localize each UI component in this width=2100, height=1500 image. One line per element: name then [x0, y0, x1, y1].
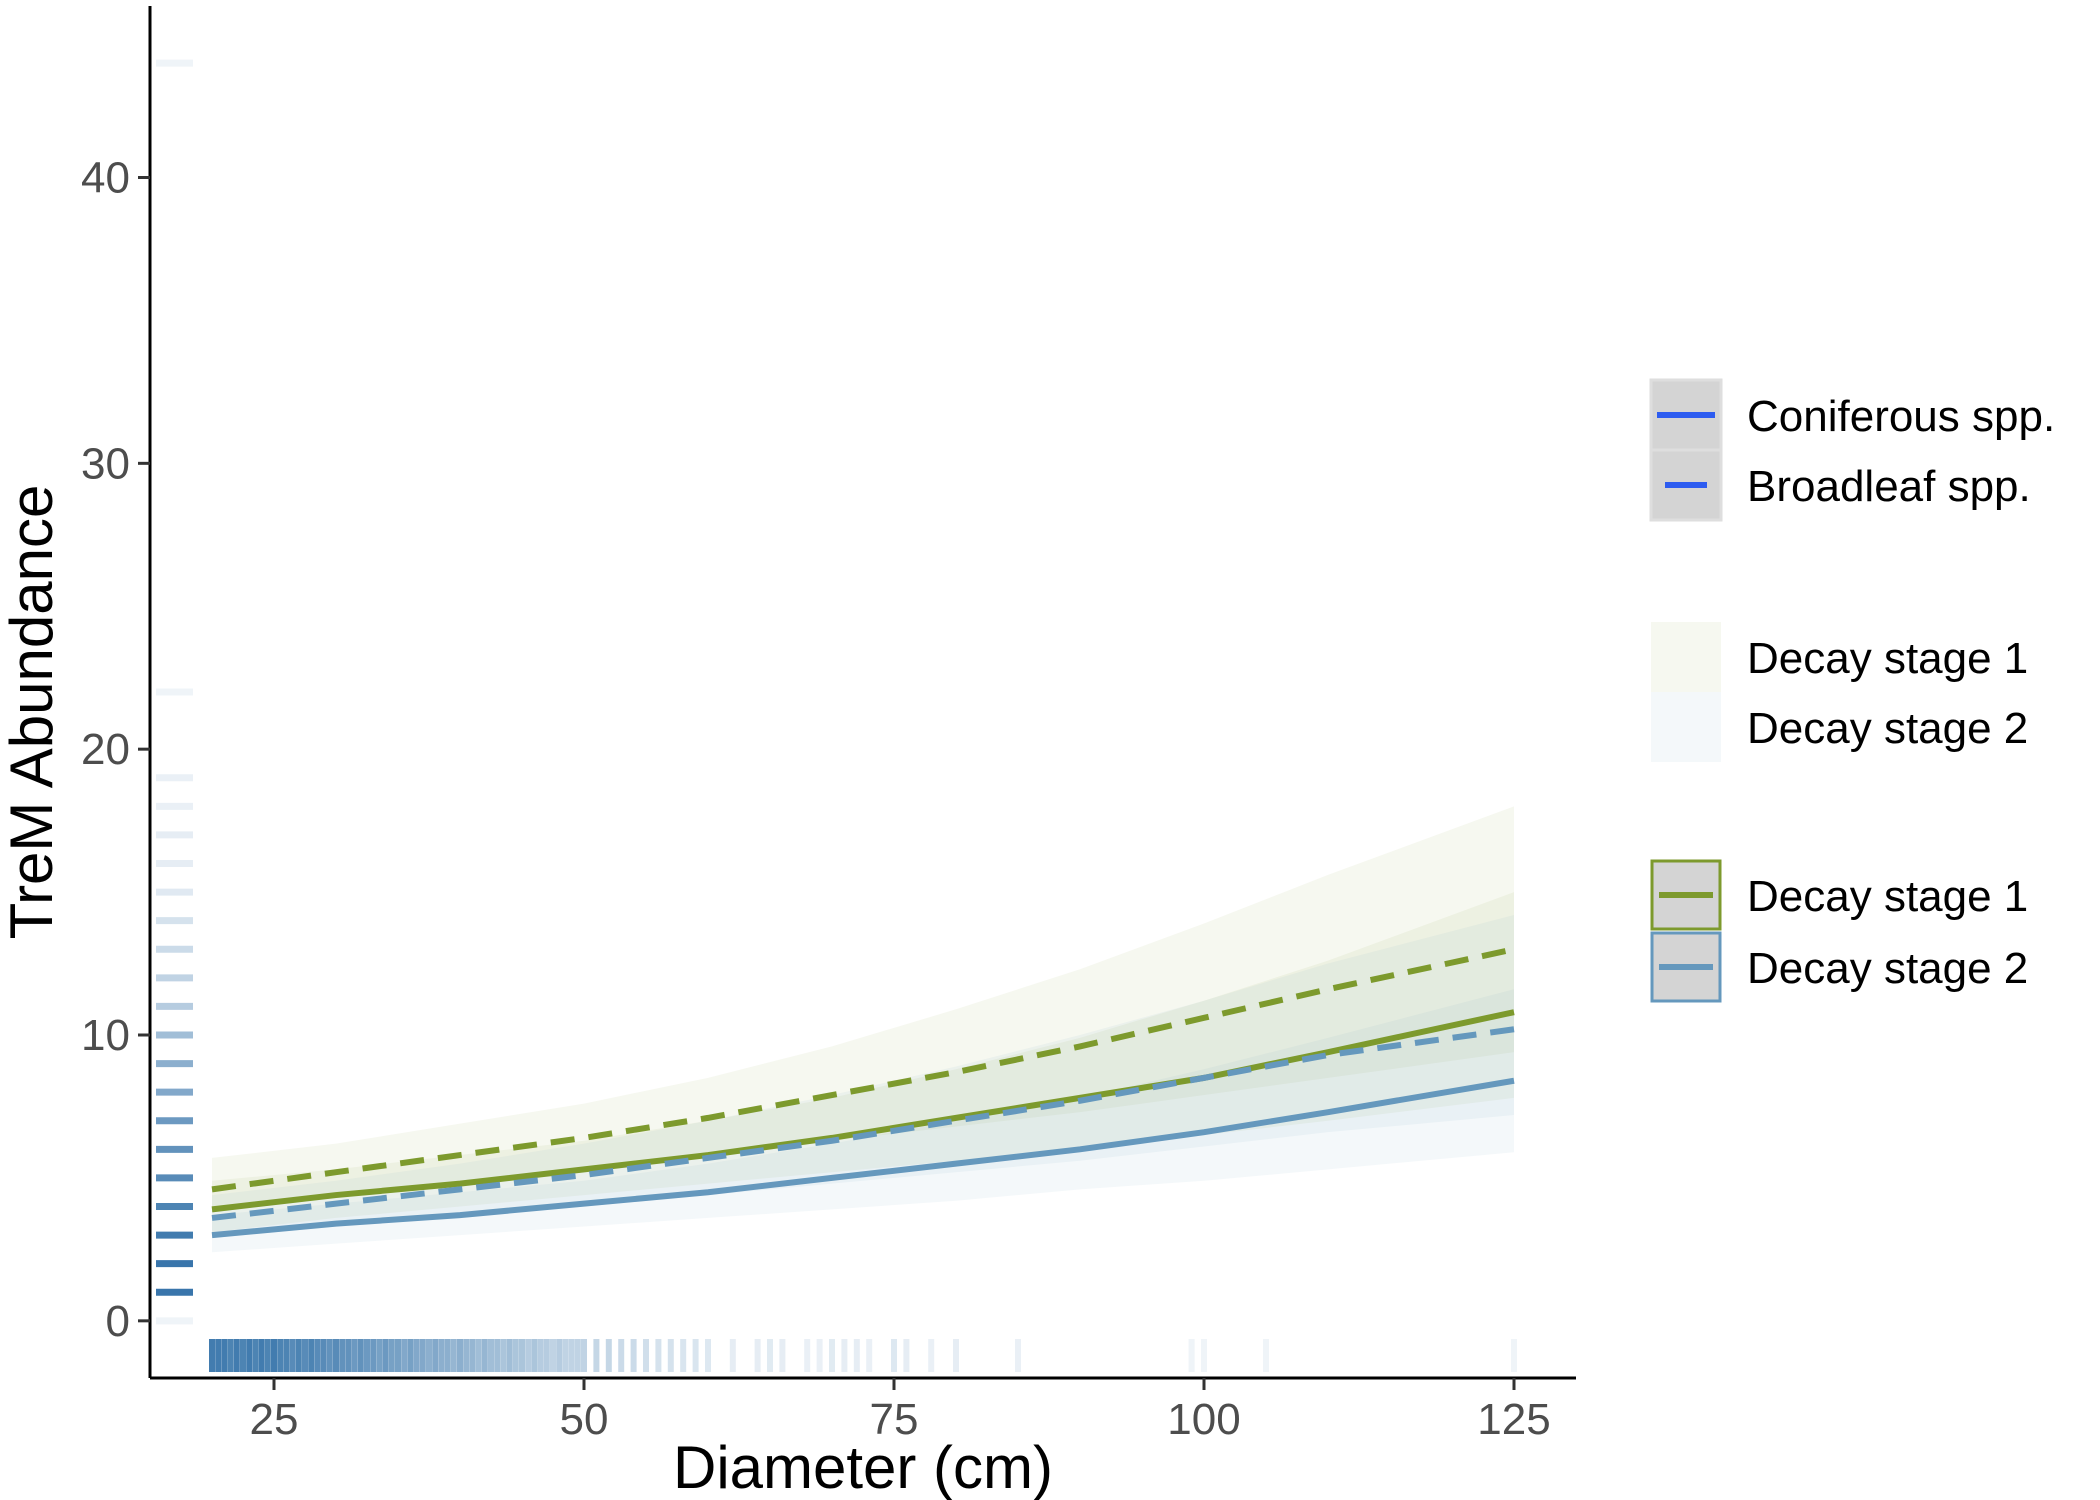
x-tick-label: 50: [560, 1395, 609, 1444]
y-axis-title: TreM Abundance: [0, 485, 65, 940]
legend-label: Decay stage 1: [1747, 634, 2028, 683]
x-axis-title: Diameter (cm): [673, 1434, 1053, 1500]
legend-label: Coniferous spp.: [1747, 392, 2055, 441]
legend-label: Decay stage 2: [1747, 704, 2028, 753]
legend-fill-swatch: [1651, 692, 1721, 762]
ci-band-3: [212, 989, 1514, 1253]
y-tick-label: 0: [106, 1297, 130, 1346]
legend-label: Decay stage 2: [1747, 944, 2028, 993]
y-tick-label: 30: [81, 439, 130, 488]
y-tick-label: 10: [81, 1011, 130, 1060]
x-tick-label: 75: [870, 1395, 919, 1444]
legend: Coniferous spp. Broadleaf spp. Decay stage…: [1649, 378, 2055, 1003]
x-rug: [209, 1339, 1517, 1372]
confidence-bands: [212, 806, 1514, 1253]
legend-fill-swatch: [1651, 622, 1721, 692]
legend-key-background: [1649, 448, 1723, 522]
ci-band-1: [212, 892, 1514, 1233]
legend-label: Decay stage 1: [1747, 872, 2028, 921]
legend-label: Broadleaf spp.: [1747, 462, 2031, 511]
x-tick-label: 125: [1477, 1395, 1550, 1444]
series-line-2: [211, 946, 1515, 1193]
ci-band-4: [212, 914, 1514, 1238]
series-lines: [211, 946, 1515, 1239]
y-tick-label: 40: [81, 154, 130, 203]
x-tick-label: 25: [250, 1395, 299, 1444]
x-axis-ticks: 25 50 75 100 125: [250, 1378, 1551, 1444]
y-tick-label: 20: [81, 725, 130, 774]
y-rug: [156, 59, 193, 1325]
series-line-4: [211, 1026, 1515, 1221]
axes: [148, 6, 1576, 1380]
x-tick-label: 100: [1167, 1395, 1240, 1444]
y-axis-ticks: 0 10 20 30 40: [81, 154, 150, 1346]
series-line-3: [211, 1077, 1515, 1239]
